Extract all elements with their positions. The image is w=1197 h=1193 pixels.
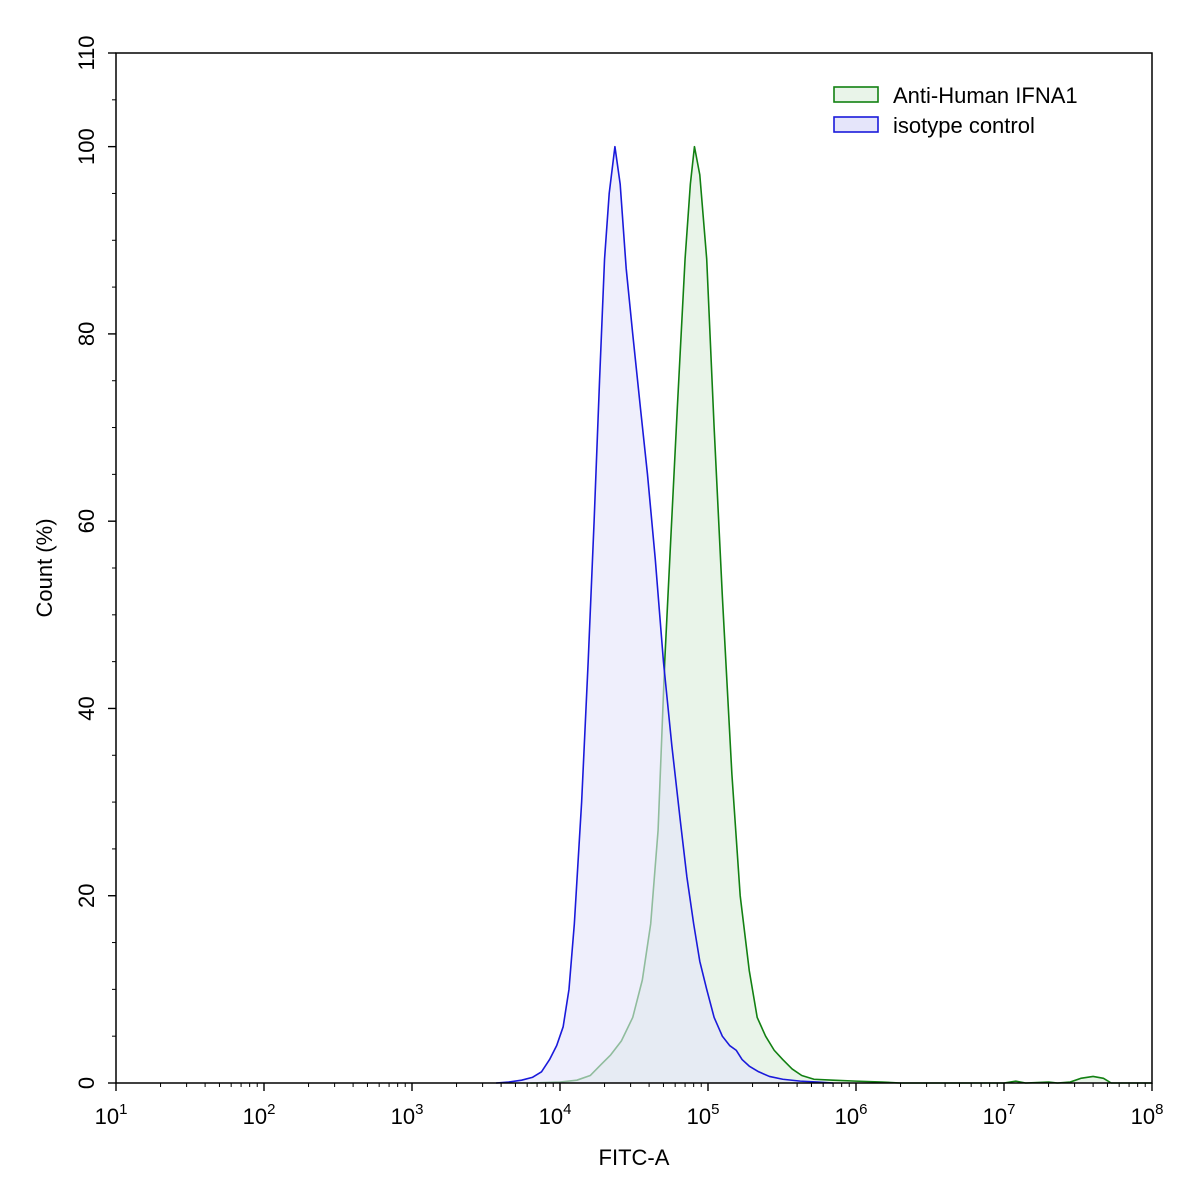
series-line-isotype-control [496,145,834,1084]
y-tick-label: 20 [74,883,99,907]
legend-label-anti-human-ifna1: Anti-Human IFNA1 [893,83,1078,108]
x-tick-label: 101 [95,1101,128,1129]
x-tick-label: 104 [539,1101,572,1129]
legend-swatch-anti-human-ifna1 [833,86,879,103]
x-tick-label: 107 [983,1101,1016,1129]
x-axis-ticks: 101 102 103 104 105 106 107 108 [95,1083,1164,1129]
x-axis-label: FITC-A [599,1145,670,1170]
x-tick-label: 103 [391,1101,424,1129]
legend-swatch-isotype-control [833,116,879,133]
y-tick-label: 110 [74,35,99,70]
y-tick-label: 100 [74,128,99,165]
x-tick-label: 102 [243,1101,276,1129]
series-layer [496,145,1152,1084]
y-tick-label: 60 [74,509,99,533]
y-tick-label: 0 [74,1077,99,1089]
series-area-isotype-control [496,146,834,1083]
y-axis-label: Count (%) [32,518,57,617]
y-axis-ticks: 0 20 40 60 80 100 110 [74,35,116,1089]
x-tick-label: 106 [835,1101,868,1129]
series-area-anti-human-ifna1 [530,146,1152,1083]
legend: Anti-Human IFNA1 isotype control [833,83,1078,138]
x-tick-label: 108 [1131,1101,1164,1129]
y-tick-label: 40 [74,696,99,720]
legend-label-isotype-control: isotype control [893,113,1035,138]
x-tick-label: 105 [687,1101,720,1129]
y-tick-label: 80 [74,322,99,346]
